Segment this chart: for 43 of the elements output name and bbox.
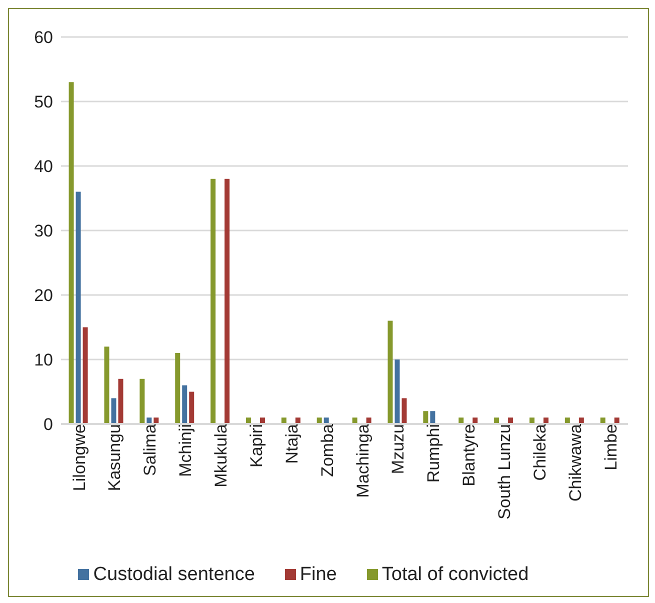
bar [68, 82, 74, 424]
bar [430, 411, 436, 424]
y-tick-label: 0 [44, 415, 53, 434]
bar [189, 392, 194, 424]
bar [182, 385, 188, 424]
x-tick-label: Chileka [530, 423, 550, 481]
bar [76, 192, 81, 424]
x-tick-label: Machinga [353, 423, 372, 498]
y-tick-label: 50 [34, 92, 53, 112]
legend-label: Custodial sentence [93, 564, 255, 585]
x-tick-label: Kapiri [246, 424, 266, 468]
legend-label: Fine [300, 564, 337, 585]
legend-label: Total of convicted [382, 564, 529, 585]
x-tick-label: Mchinji [176, 424, 196, 477]
x-tick-label: Lilongwe [70, 424, 89, 492]
x-tick-label: Salima [140, 423, 160, 476]
bar [104, 346, 110, 424]
y-tick-label: 10 [34, 350, 53, 370]
y-tick-label: 60 [34, 28, 53, 48]
x-tick-label: Limbe [601, 424, 620, 470]
bar [394, 360, 400, 424]
x-tick-label: South Lunzu [495, 424, 514, 520]
bar [175, 353, 180, 424]
bar [140, 378, 145, 424]
x-tick-label: Mkukula [212, 423, 231, 488]
x-tick-label: Ntaja [282, 423, 302, 464]
y-tick-label: 30 [34, 222, 53, 241]
bar [111, 398, 116, 424]
x-tick-label: Rumphi [424, 424, 444, 483]
bar [118, 378, 124, 424]
x-tick-label: Mzuzu [388, 424, 408, 474]
bar [402, 398, 407, 424]
x-tick-label: Chikwawa [566, 423, 585, 502]
x-tick-label: Blantyre [460, 424, 479, 486]
bar [388, 320, 393, 424]
x-tick-label: Zomba [318, 423, 337, 477]
bar [82, 327, 88, 424]
bar [423, 411, 428, 424]
y-tick-label: 40 [34, 157, 53, 176]
bar [210, 178, 216, 424]
x-tick-label: Kasungu [105, 424, 124, 492]
bar [224, 178, 230, 424]
y-tick-label: 20 [34, 286, 53, 306]
